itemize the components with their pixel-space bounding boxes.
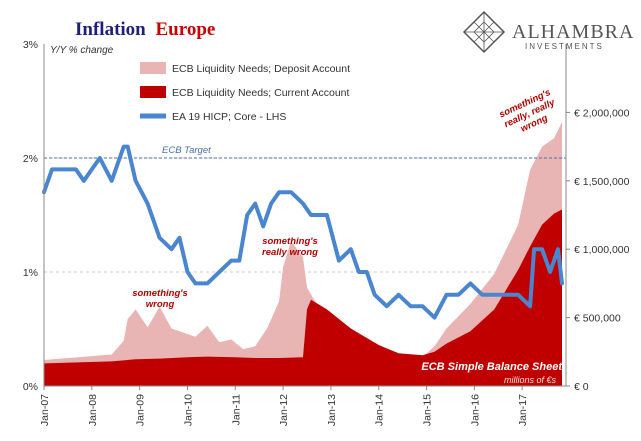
- right-tick-label: € 2,000,000: [574, 107, 630, 119]
- x-tick-label: Jan-15: [422, 394, 434, 426]
- chart-title: Inflation Europe: [75, 19, 215, 40]
- right-tick-label: € 0: [574, 381, 589, 393]
- alhambra-logo: ALHAMBRA INVESTMENTS: [462, 10, 634, 54]
- x-tick-label: Jan-13: [326, 394, 338, 426]
- logo-subtitle: INVESTMENTS: [525, 42, 604, 51]
- x-tick-label: Jan-17: [517, 394, 529, 426]
- x-tick-label: Jan-08: [87, 394, 99, 426]
- left-tick-label: 3%: [23, 39, 38, 51]
- current-account-area: [44, 209, 562, 386]
- right-tick-label: € 1,000,000: [574, 244, 630, 256]
- legend-label: ECB Liquidity Needs; Current Account: [172, 87, 350, 99]
- legend-swatch: [140, 62, 166, 74]
- title-part-1: Inflation: [75, 19, 146, 40]
- left-tick-label: 1%: [23, 267, 38, 279]
- left-tick-label: 2%: [23, 153, 38, 165]
- right-tick-label: € 1,500,000: [574, 176, 630, 188]
- annotation-text: really wrong: [262, 247, 318, 258]
- right-tick-label: € 500,000: [574, 313, 621, 325]
- x-tick-label: Jan-16: [469, 394, 481, 426]
- x-tick-label: Jan-11: [230, 394, 242, 425]
- x-tick-label: Jan-10: [182, 394, 194, 426]
- x-tick-label: Jan-14: [374, 394, 386, 426]
- left-axis-unit: Y/Y % change: [50, 45, 114, 56]
- annotation-text: wrong: [146, 299, 175, 310]
- annotation-text: something's: [132, 288, 188, 299]
- legend-swatch: [140, 86, 166, 98]
- balance-sheet-unit: millions of €s: [504, 375, 557, 385]
- hicp-core-line: [42, 144, 564, 320]
- legend-label: EA 19 HICP; Core - LHS: [172, 111, 286, 123]
- x-tick-label: Jan-07: [39, 394, 51, 426]
- legend-label: ECB Liquidity Needs; Deposit Account: [172, 63, 350, 75]
- logo-name: ALHAMBRA: [512, 21, 634, 43]
- balance-sheet-label: ECB Simple Balance Sheet: [421, 361, 563, 373]
- diamond-lattice-icon: [462, 10, 506, 54]
- title-part-2: Europe: [156, 19, 216, 40]
- left-tick-label: 0%: [23, 381, 38, 393]
- plot-area: 0% 1% 2% 3% ECB Target € 0 € 500,000 € 1,000,00…: [23, 39, 630, 426]
- ecb-target-label: ECB Target: [162, 145, 211, 156]
- x-tick-label: Jan-09: [135, 394, 147, 426]
- x-tick-label: Jan-12: [278, 394, 290, 426]
- annotation-text: something's: [262, 236, 318, 247]
